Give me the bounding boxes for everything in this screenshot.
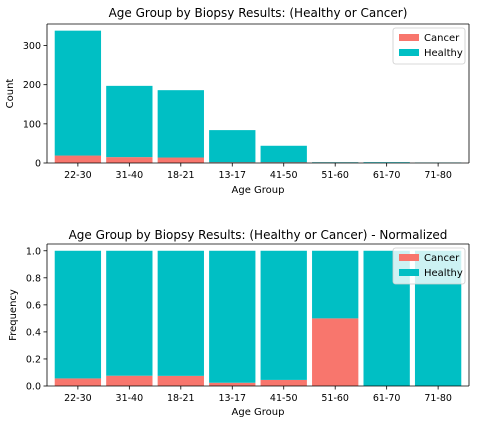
- legend: Cancer Healthy: [393, 28, 465, 64]
- x-tick-label: 22-30: [64, 170, 92, 181]
- y-tick-label: 0.2: [26, 354, 41, 365]
- legend-label-cancer: Cancer: [424, 253, 460, 264]
- y-tick-label: 0.0: [26, 382, 41, 393]
- bar-healthy-31-40: [106, 86, 152, 157]
- y-tick-label: 0.6: [26, 300, 41, 311]
- x-tick-label: 13-17: [218, 170, 246, 181]
- bar-healthy-51-60: [312, 251, 358, 319]
- bar-cancer-18-21: [158, 376, 204, 386]
- y-tick-label: 1.0: [26, 246, 41, 257]
- y-tick-label: 0.4: [26, 327, 41, 338]
- x-tick-label: 18-21: [167, 393, 195, 404]
- legend-label-healthy: Healthy: [424, 268, 463, 279]
- bar-cancer-31-40: [106, 376, 152, 386]
- x-tick-label: 41-50: [270, 393, 298, 404]
- bar-healthy-13-17: [209, 130, 255, 162]
- chart-title: Age Group by Biopsy Results: (Healthy or…: [69, 228, 448, 242]
- bar-healthy-13-17: [209, 251, 255, 383]
- x-tick-label: 41-50: [270, 170, 298, 181]
- y-axis-label: Count: [5, 79, 16, 109]
- x-tick-label: 22-30: [64, 393, 92, 404]
- y-axis-label: Frequency: [8, 289, 19, 341]
- legend-label-healthy: Healthy: [424, 48, 463, 59]
- bar-healthy-22-30: [55, 31, 101, 156]
- bar-healthy-41-50: [261, 146, 307, 162]
- bar-cancer-22-30: [55, 156, 101, 163]
- x-tick-label: 51-60: [321, 393, 349, 404]
- legend: Cancer Healthy: [393, 248, 465, 284]
- x-axis-label: Age Group: [232, 185, 285, 196]
- bar-healthy-18-21: [158, 251, 204, 376]
- bar-healthy-41-50: [261, 251, 307, 380]
- x-tick-label: 31-40: [116, 170, 144, 181]
- chart-title: Age Group by Biopsy Results: (Healthy or…: [109, 6, 408, 20]
- bar-healthy-18-21: [158, 90, 204, 157]
- x-tick-label: 61-70: [373, 170, 401, 181]
- x-tick-label: 31-40: [116, 393, 144, 404]
- bar-healthy-31-40: [106, 251, 152, 376]
- bar-cancer-51-60: [312, 318, 358, 386]
- x-tick-label: 61-70: [373, 393, 401, 404]
- x-tick-label: 71-80: [424, 393, 452, 404]
- chart-panel-1: 0 100 200 300 22-30 31-40 18-21 13-17 41-50 51-60…: [5, 6, 469, 196]
- y-tick-label: 200: [23, 80, 41, 91]
- y-tick-label: 0.8: [26, 273, 41, 284]
- legend-swatch-healthy: [399, 49, 419, 56]
- x-tick-label: 51-60: [321, 170, 349, 181]
- legend-swatch-cancer: [399, 254, 419, 261]
- x-tick-label: 71-80: [424, 170, 452, 181]
- y-tick-label: 0: [35, 159, 41, 170]
- bar-cancer-18-21: [158, 158, 204, 163]
- x-axis-label: Age Group: [232, 407, 285, 418]
- bar-cancer-13-17: [209, 383, 255, 386]
- bar-cancer-22-30: [55, 378, 101, 386]
- legend-swatch-cancer: [399, 34, 419, 41]
- bar-healthy-22-30: [55, 251, 101, 379]
- legend-swatch-healthy: [399, 269, 419, 276]
- bar-cancer-31-40: [106, 157, 152, 163]
- bar-cancer-41-50: [261, 380, 307, 386]
- legend-label-cancer: Cancer: [424, 33, 460, 44]
- y-tick-label: 300: [23, 41, 41, 52]
- x-tick-label: 18-21: [167, 170, 195, 181]
- x-tick-label: 13-17: [218, 393, 246, 404]
- chart-panel-2: 0.0 0.2 0.4 0.6 0.8 1.0 22-30 31-40 18-21 13-17 41…: [8, 228, 469, 418]
- y-tick-label: 100: [23, 119, 41, 130]
